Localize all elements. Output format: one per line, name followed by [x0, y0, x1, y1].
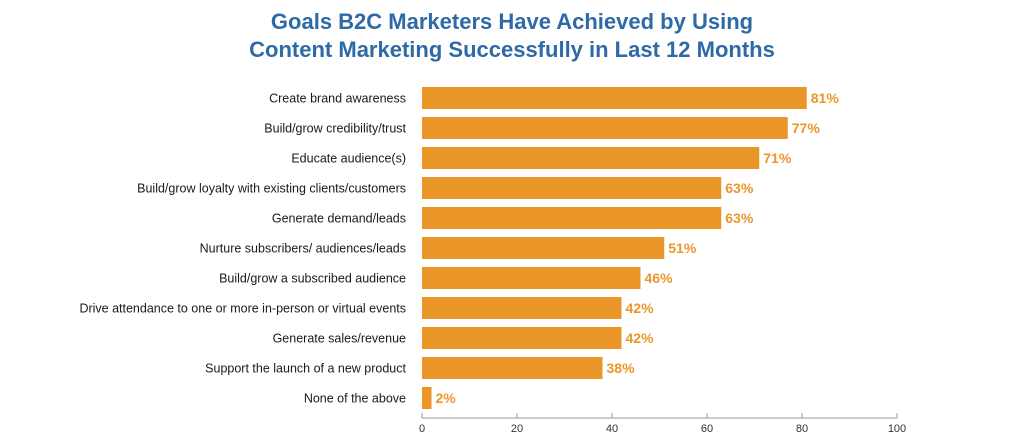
x-tick-label: 100: [888, 423, 906, 435]
bar: [422, 87, 807, 109]
x-tick-label: 40: [606, 423, 618, 435]
bar: [422, 117, 788, 139]
bar: [422, 207, 722, 229]
bar: [422, 327, 622, 349]
category-label: Build/grow credibility/trust: [264, 122, 406, 136]
x-tick-label: 0: [419, 423, 425, 435]
category-label: Generate sales/revenue: [273, 332, 406, 346]
bar: [422, 177, 722, 199]
category-label: None of the above: [304, 392, 406, 406]
category-label: Build/grow a subscribed audience: [219, 272, 406, 286]
value-label: 71%: [763, 150, 792, 166]
value-label: 81%: [811, 90, 840, 106]
bar: [422, 357, 603, 379]
category-label: Support the launch of a new product: [205, 362, 406, 376]
value-label: 42%: [626, 300, 655, 316]
category-label: Drive attendance to one or more in-perso…: [79, 302, 406, 316]
x-tick-label: 60: [701, 423, 713, 435]
bar: [422, 387, 432, 409]
bar: [422, 237, 665, 259]
category-label: Generate demand/leads: [272, 212, 406, 226]
chart-title: Goals B2C Marketers Have Achieved by Usi…: [0, 8, 1024, 64]
chart-title-line-1: Goals B2C Marketers Have Achieved by Usi…: [270, 9, 754, 34]
bar: [422, 267, 641, 289]
category-label: Create brand awareness: [269, 92, 406, 106]
bars-layer: [422, 87, 807, 409]
x-axis: 0 20 40 60 80 100: [419, 413, 906, 435]
x-tick-label: 80: [796, 423, 808, 435]
category-labels-layer: Create brand awareness Build/grow credibi…: [79, 92, 406, 406]
bar: [422, 147, 760, 169]
value-label: 38%: [607, 360, 636, 376]
value-label: 42%: [626, 330, 655, 346]
value-label: 2%: [436, 390, 457, 406]
chart-title-line-2: Content Marketing Successfully in Last 1…: [249, 37, 775, 62]
category-label: Nurture subscribers/ audiences/leads: [200, 242, 406, 256]
value-labels-layer: 81% 77%71% 63% 63% 51% 46% 42% 42% 38% 2%: [436, 90, 840, 406]
value-label: 51%: [668, 240, 697, 256]
x-tick-label: 20: [511, 423, 523, 435]
category-label: Educate audience(s): [291, 152, 406, 166]
bar: [422, 297, 622, 319]
value-label: 46%: [645, 270, 674, 286]
value-label: 77%: [792, 120, 821, 136]
value-label: 63%: [725, 210, 754, 226]
category-label: Build/grow loyalty with existing clients…: [137, 182, 406, 196]
value-label: 63%: [725, 180, 754, 196]
